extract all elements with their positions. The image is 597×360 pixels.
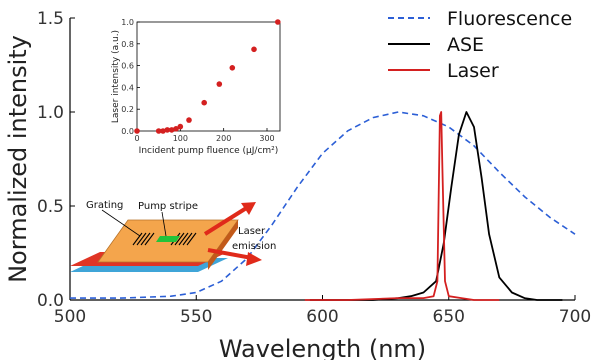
- x-tick-label: 550: [180, 307, 212, 327]
- inset-y-tick-label: 0.2: [121, 105, 134, 114]
- pump-stripe-label: Pump stripe: [138, 201, 198, 212]
- pump-stripe: [156, 236, 180, 242]
- y-tick-label: 1.5: [37, 9, 64, 29]
- inset-y-tick-label: 1.0: [121, 18, 134, 27]
- inset-x-axis-title: Incident pump fluence (µJ/cm²): [139, 146, 279, 156]
- inset-data-point: [229, 65, 236, 71]
- series-line-laser: [304, 111, 500, 301]
- emission-arrowhead-side: [246, 252, 262, 266]
- x-tick-label: 700: [559, 307, 591, 327]
- inset-data-point: [251, 46, 257, 53]
- main-plot: 500 550 600 650 700 0.0 0.5 1.0 1.5 Wavelength (n…: [4, 8, 591, 360]
- y-tick-label: 0.0: [37, 291, 64, 311]
- legend-label-laser: Laser: [447, 60, 499, 82]
- inset-frame: [136, 21, 281, 132]
- inset-y-tick-label: 0.8: [121, 40, 134, 49]
- grating-pointer: [101, 209, 141, 237]
- grating-label: Grating: [86, 200, 123, 211]
- x-axis-title: Wavelength (nm): [219, 335, 426, 360]
- inset-data-point: [216, 81, 223, 87]
- inset-x-tick-label: 0: [134, 134, 139, 143]
- inset-data-point: [186, 117, 192, 123]
- inset-data-point: [164, 127, 171, 133]
- inset-data-point: [201, 99, 207, 106]
- y-tick-label: 1.0: [37, 103, 64, 123]
- legend-label-fluorescence: Fluorescence: [447, 8, 572, 30]
- inset-y-tick-label: 0.6: [121, 62, 134, 71]
- x-tick-label: 500: [54, 307, 86, 327]
- emission-arrowhead-up: [241, 202, 256, 215]
- emission-arrow-side: [207, 248, 253, 260]
- pump-pointer: [161, 211, 167, 237]
- inset-y-tick-label: 0.0: [121, 127, 134, 136]
- emission-label-line1: Laser: [238, 226, 266, 237]
- legend-label-ase: ASE: [447, 34, 484, 56]
- series-line-ase: [309, 111, 563, 301]
- inset-data-point: [275, 19, 281, 25]
- inset-x-tick-label: 100: [173, 134, 188, 143]
- inset-y-axis-title: Laser intensity (a.u.): [111, 30, 121, 123]
- series-line-fluorescence: [70, 111, 576, 299]
- inset-x-tick-label: 200: [216, 134, 231, 143]
- inset-data-point: [173, 126, 179, 132]
- inset-x-tick-label: 300: [259, 134, 274, 143]
- emission-label-line2: emission: [232, 241, 276, 252]
- device-schematic: Grating Pump stripe Laser emission: [70, 200, 276, 272]
- inset-plot: 0 100 200 300 0.0 0.2 0.4 0.6 0.8 1.0 Incident pum…: [111, 5, 295, 156]
- emission-arrow-up: [203, 205, 250, 236]
- x-tick-label: 650: [433, 307, 465, 327]
- inset-data-point: [134, 128, 140, 134]
- inset-data-point: [160, 128, 166, 134]
- inset-y-tick-label: 0.4: [121, 83, 134, 92]
- x-tick-label: 600: [306, 307, 338, 327]
- y-tick-label: 0.5: [37, 197, 64, 217]
- inset-data-point: [177, 123, 184, 130]
- inset-data-point: [155, 128, 162, 134]
- y-axis-title: Normalized intensity: [4, 35, 32, 283]
- inset-background: [115, 5, 295, 151]
- substrate-side-face: [208, 220, 238, 270]
- inset-data-point: [168, 127, 175, 133]
